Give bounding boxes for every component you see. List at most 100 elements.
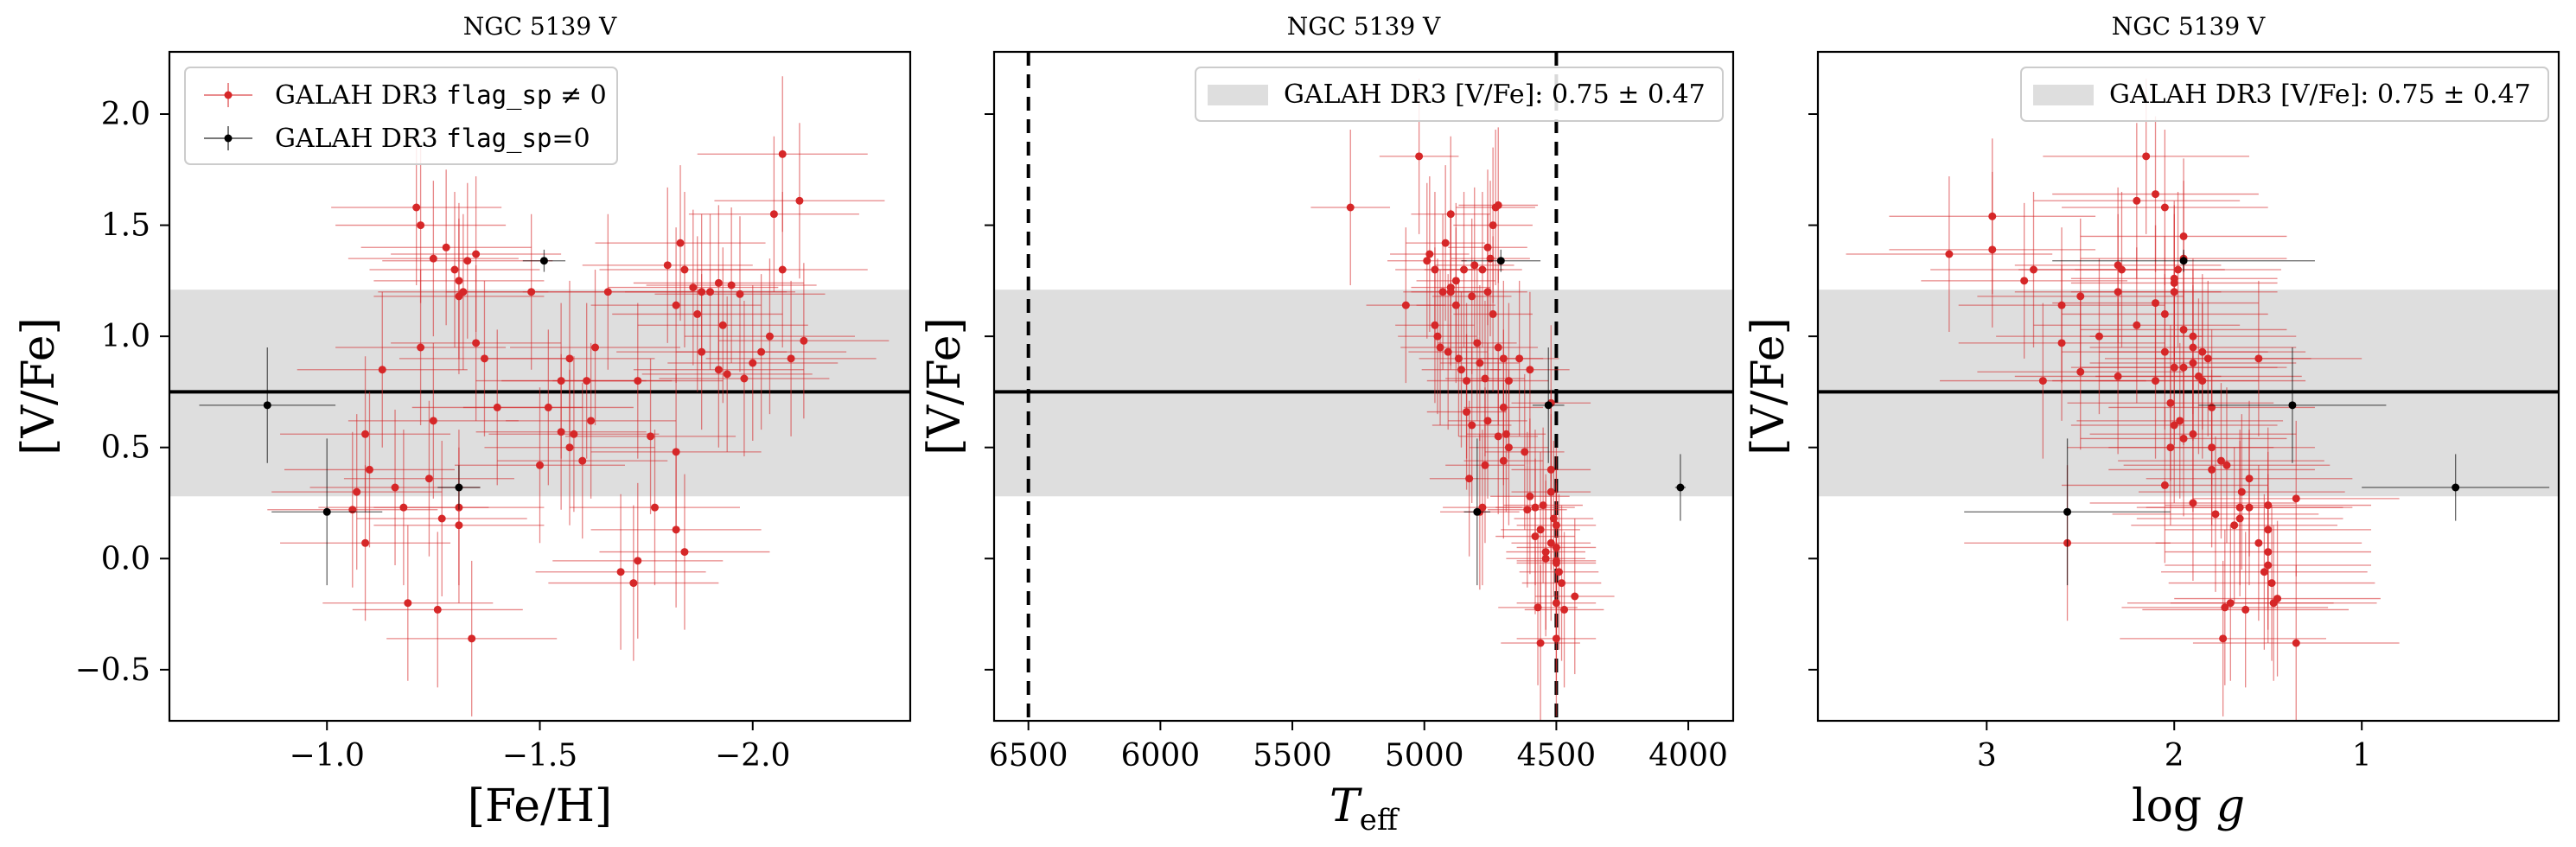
data-point [1446, 210, 1455, 219]
x-axis-label: log g [2132, 780, 2245, 832]
data-point [1444, 347, 1452, 356]
data-point [778, 265, 787, 274]
data-point [2292, 494, 2300, 503]
data-point [650, 503, 659, 512]
data-point [455, 521, 463, 530]
x-tick-label: 2 [2165, 738, 2184, 774]
data-point [417, 343, 425, 352]
x-axis-label: Teff [1329, 780, 1400, 837]
data-point [391, 483, 399, 492]
data-point [736, 290, 744, 298]
data-point [1451, 301, 1460, 309]
data-point [2174, 265, 2183, 274]
data-point [2222, 461, 2231, 469]
legend: GALAH DR3 [V/Fe]: 0.75 ± 0.47 [1195, 67, 1724, 122]
data-point [565, 354, 574, 363]
data-point [1454, 354, 1463, 363]
data-point [800, 336, 808, 345]
data-point [787, 354, 795, 363]
y-tick-label: −0.5 [75, 653, 150, 688]
data-point [1539, 501, 1547, 510]
data-point [2452, 483, 2460, 492]
data-point [1433, 332, 1442, 341]
data-point [2288, 401, 2297, 410]
data-point [2020, 277, 2029, 285]
data-point [2160, 481, 2169, 489]
y-tick-label: 1.5 [101, 208, 150, 244]
data-point [322, 507, 331, 516]
data-point [412, 203, 421, 212]
data-point [2221, 603, 2229, 612]
data-point [2211, 510, 2220, 519]
data-point [1558, 579, 1566, 588]
legend-box [1195, 67, 1724, 122]
y-axis-label: [V/Fe] [919, 317, 971, 455]
data-point [2226, 599, 2235, 608]
data-point [378, 366, 386, 374]
data-point [1457, 366, 1465, 374]
data-point [1496, 257, 1505, 265]
data-point [629, 579, 638, 588]
data-point [2254, 538, 2263, 547]
data-point [2170, 274, 2178, 283]
x-tick-label: 3 [1977, 738, 1997, 774]
data-point [472, 250, 481, 258]
data-point [1523, 506, 1532, 514]
data-point [616, 568, 625, 576]
x-tick-label: −1.5 [502, 738, 577, 774]
data-point [740, 374, 749, 383]
data-point [718, 321, 727, 329]
data-point [1526, 366, 1534, 374]
data-point [2230, 521, 2239, 530]
data-point [2057, 339, 2066, 347]
x-tick-label: −1.0 [290, 738, 365, 774]
data-point [1945, 250, 1954, 258]
data-point [1468, 421, 1476, 430]
data-point [2267, 579, 2276, 588]
x-tick-label: 4000 [1648, 738, 1728, 774]
data-point [765, 332, 774, 341]
data-point [1425, 250, 1434, 258]
x-tick-label: 4500 [1517, 738, 1597, 774]
data-point [2176, 417, 2184, 425]
data-point [672, 301, 680, 309]
data-point [353, 487, 361, 496]
data-point [1554, 568, 1563, 576]
data-point [2179, 434, 2188, 443]
data-point [1441, 239, 1450, 247]
data-point [1436, 343, 1444, 352]
legend-band-swatch [1208, 85, 1268, 105]
data-point [429, 254, 437, 263]
data-point [680, 548, 689, 557]
data-point [1476, 359, 1484, 367]
y-tick-label: 1.0 [101, 319, 150, 354]
data-point [634, 557, 642, 565]
data-point [2260, 568, 2268, 576]
data-point [693, 309, 702, 318]
data-point [1489, 221, 1497, 230]
data-point [1494, 343, 1502, 352]
data-point [1401, 301, 1410, 309]
series-unflagged [199, 249, 566, 586]
data-point [404, 599, 412, 608]
data-point [795, 196, 804, 205]
data-point [1536, 525, 1545, 534]
legend-label: GALAH DR3 [V/Fe]: 0.75 ± 0.47 [2109, 80, 2531, 110]
series-flagged [267, 76, 889, 716]
data-point [1483, 288, 1492, 296]
data-point [1438, 288, 1447, 296]
data-point [1544, 401, 1553, 410]
data-point [2133, 196, 2141, 205]
data-point [365, 465, 373, 474]
data-point [672, 525, 680, 534]
data-point [1423, 257, 1431, 265]
data-point [1494, 432, 1502, 441]
data-point [723, 370, 731, 379]
data-point [2189, 343, 2197, 352]
data-point [433, 605, 442, 614]
panel-title: NGC 5139 V [1287, 12, 1441, 41]
y-tick-label: 2.0 [101, 97, 150, 132]
data-point [1473, 339, 1482, 347]
axes-frame [1816, 50, 2560, 723]
data-point [1346, 203, 1355, 212]
